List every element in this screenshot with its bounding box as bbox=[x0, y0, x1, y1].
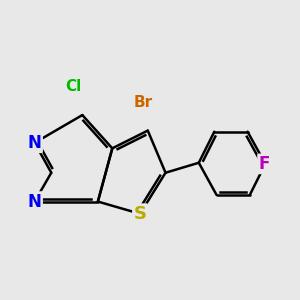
Text: S: S bbox=[134, 205, 146, 223]
Text: N: N bbox=[28, 134, 42, 152]
Text: Br: Br bbox=[134, 95, 153, 110]
Text: Cl: Cl bbox=[65, 79, 82, 94]
Text: F: F bbox=[259, 155, 270, 173]
Text: N: N bbox=[28, 193, 42, 211]
